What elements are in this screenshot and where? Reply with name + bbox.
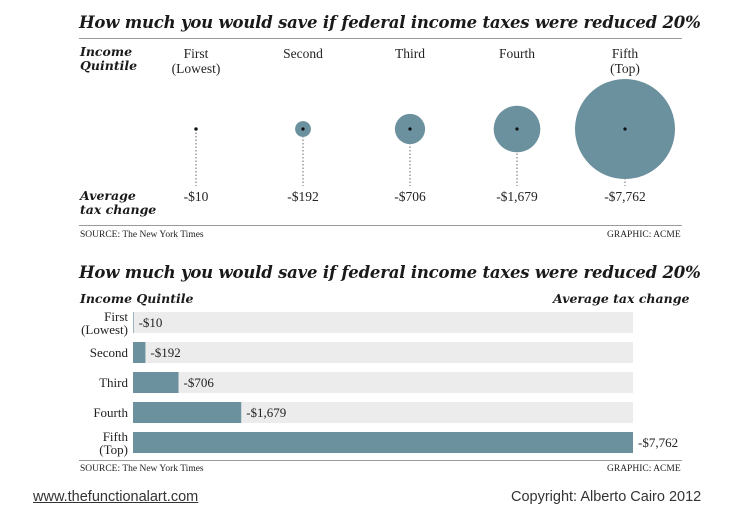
bubble-category-label: (Top) (610, 61, 640, 76)
bar-track (133, 342, 633, 363)
bubble-chart-bottom-rule (79, 225, 682, 226)
bubble-row-label-top: Income Quintile (80, 45, 137, 73)
bar-value-label: -$706 (184, 375, 215, 390)
bubble-category-label: Third (395, 46, 425, 61)
bar-category-label: Third (99, 375, 128, 390)
row-label-line: tax change (80, 202, 157, 217)
bar-track (133, 372, 633, 393)
bubble-center-dot (623, 127, 627, 131)
bar-value-label: -$10 (139, 315, 163, 330)
row-label-line: Average (80, 188, 136, 203)
bubble-value-label: -$192 (287, 189, 319, 204)
bubble-graphic-credit: GRAPHIC: ACME (607, 230, 681, 240)
bar-category-label: First (104, 309, 128, 324)
row-label-line: Quintile (80, 58, 138, 73)
bubble-category-label: Second (283, 46, 323, 61)
bubble-center-dot (301, 127, 305, 131)
bar-category-label: (Lowest) (81, 322, 128, 337)
bar-category-label: Second (90, 345, 129, 360)
bar-chart-title: How much you would save if federal incom… (79, 263, 701, 282)
bar-graphic-credit: GRAPHIC: ACME (607, 464, 681, 474)
bubble-value-label: -$10 (184, 189, 209, 204)
bar-y-axis-label: Income Quintile (80, 291, 194, 306)
bar-category-label: (Top) (99, 442, 128, 457)
bubble-center-dot (408, 127, 412, 131)
bubble-category-label: (Lowest) (172, 61, 221, 76)
bubble-category-label: Fourth (499, 46, 535, 61)
bubble-chart-title: How much you would save if federal incom… (79, 13, 701, 32)
bar-value-label: -$192 (150, 345, 180, 360)
bubble-center-dot (194, 127, 198, 131)
bar-track (133, 312, 633, 333)
bar-chart-bottom-rule (79, 460, 682, 461)
bar (133, 312, 134, 333)
bubble-value-label: -$7,762 (604, 189, 646, 204)
bar (133, 432, 633, 453)
bar (133, 342, 146, 363)
bar-track (133, 402, 633, 423)
copyright-text: Copyright: Alberto Cairo 2012 (511, 489, 702, 505)
bar-category-label: Fourth (93, 405, 128, 420)
bubble-row-label-bottom: Average tax change (80, 189, 156, 217)
bubble-value-label: -$1,679 (496, 189, 538, 204)
bubble-chart: First(Lowest) -$10 Second -$192 Third -$706 Fo… (172, 46, 675, 204)
bar-source: SOURCE: The New York Times (80, 464, 204, 474)
row-label-line: Income (80, 44, 133, 59)
bar-category-label: Fifth (103, 429, 129, 444)
bubble-center-dot (515, 127, 519, 131)
bubble-category-label: Fifth (612, 46, 639, 61)
bar-chart: First(Lowest) -$10 Second -$192 Third -$706 Fo… (81, 309, 678, 457)
bar (133, 402, 242, 423)
bar-value-label: -$7,762 (638, 435, 678, 450)
bubble-chart-title-rule (79, 38, 682, 39)
bar-x-axis-label: Average tax change (553, 291, 690, 306)
website-link[interactable]: www.thefunctionalart.com (33, 489, 199, 505)
bubble-category-label: First (184, 46, 209, 61)
bar-value-label: -$1,679 (246, 405, 286, 420)
bubble-value-label: -$706 (394, 189, 426, 204)
bar (133, 372, 179, 393)
bubble-source: SOURCE: The New York Times (80, 230, 204, 240)
